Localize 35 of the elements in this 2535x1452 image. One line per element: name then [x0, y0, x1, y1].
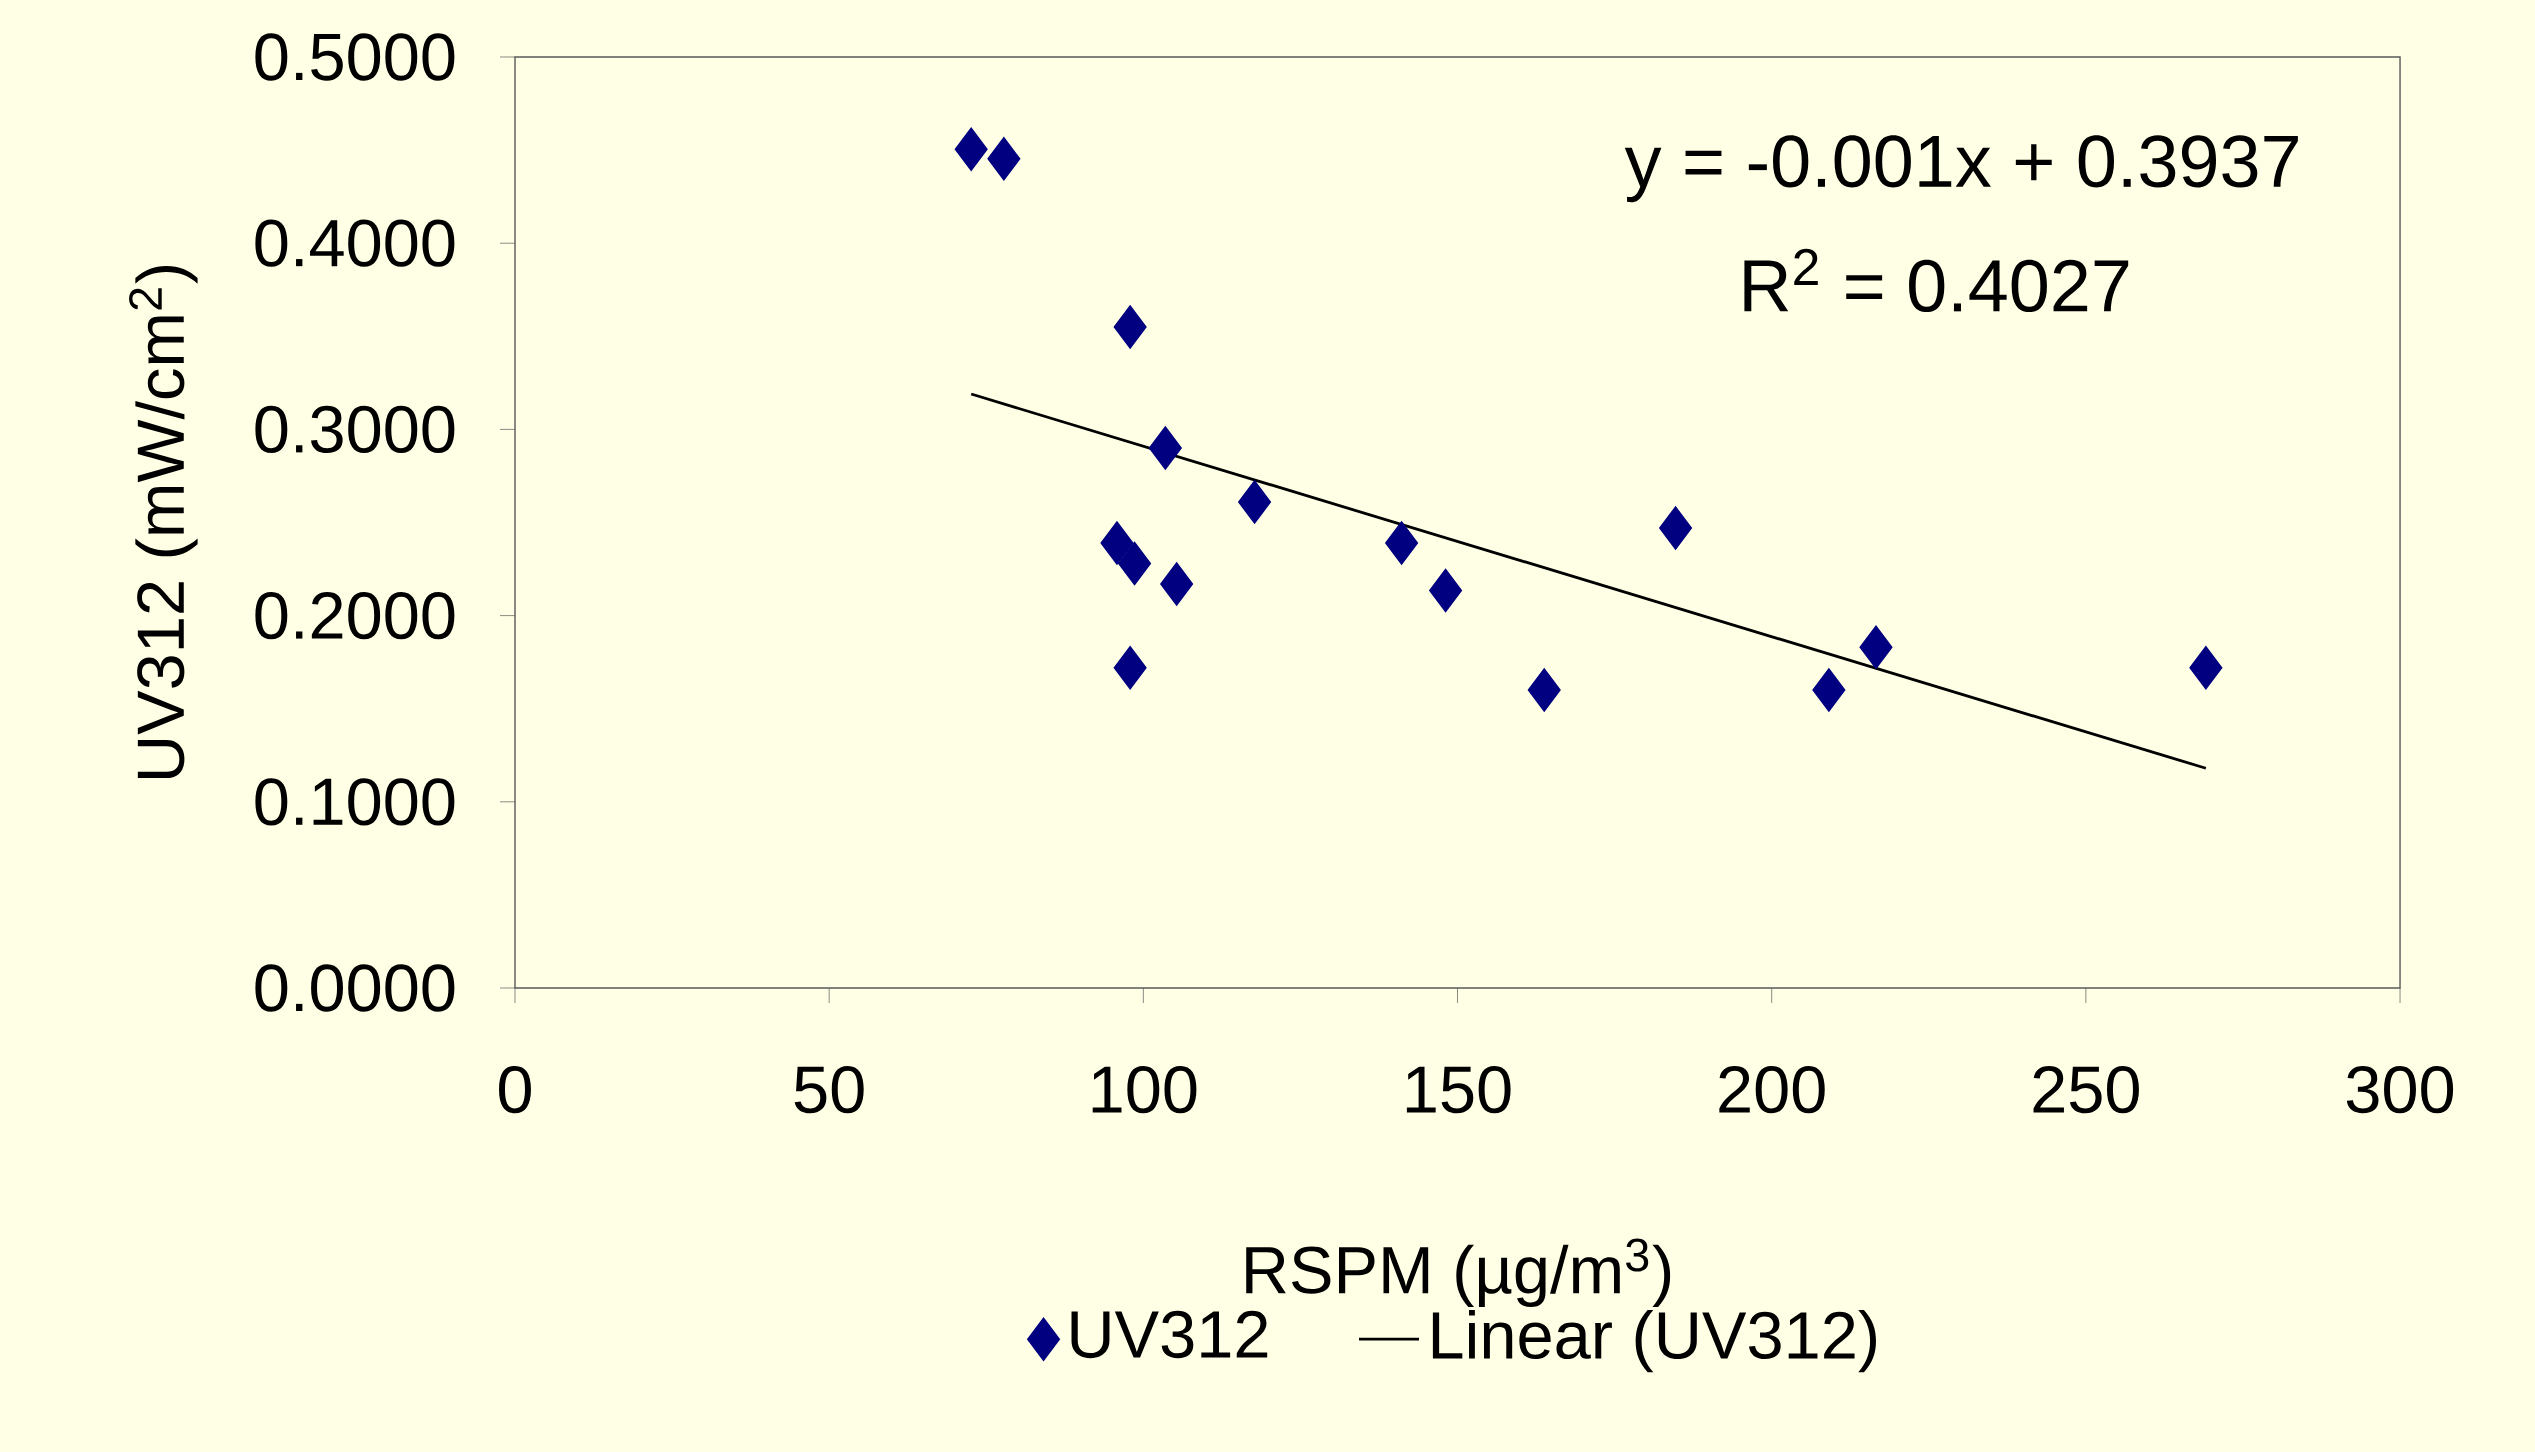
y-tick-label: 0.4000 [255, 219, 455, 267]
point [1113, 645, 1147, 690]
x-tick-label: 200 [1719, 1065, 1825, 1114]
point [1118, 541, 1152, 586]
point [1812, 668, 1846, 712]
annotation: y = -0.001x + 0.3937 [1624, 135, 2298, 203]
point [1429, 568, 1463, 613]
x-tick-label: 0 [499, 1065, 531, 1114]
point [987, 137, 1021, 181]
legend-label: UV312 [1071, 1310, 1268, 1359]
y-tick-label: 0.2000 [255, 591, 455, 640]
y-tick-label: 0.3000 [255, 405, 455, 454]
point [1160, 562, 1194, 606]
x-tick-label: 100 [1092, 1065, 1197, 1114]
x-tick-label: 250 [2033, 1065, 2139, 1114]
y-tick-label: 0.1000 [255, 778, 455, 826]
legend-label: Linear (UV312) [1432, 1309, 1876, 1373]
x-tick-label: 50 [794, 1065, 864, 1114]
point [1113, 305, 1147, 349]
annotation: R$^{2}$ = 0.4027 [1744, 248, 2129, 313]
point [1238, 480, 1272, 524]
x-axis-title: RSPM (µg/m$^{3}$) [1246, 1238, 1671, 1307]
point [1659, 506, 1693, 550]
point [2189, 645, 2223, 690]
y-tick-label: 0.5000 [255, 33, 455, 81]
point [1100, 521, 1134, 565]
point [1385, 521, 1419, 565]
point [1527, 668, 1561, 712]
y-axis-title: UV312 (mW/cm$^{2}$) [129, 266, 198, 778]
point [954, 127, 988, 171]
x-tick-label: 300 [2346, 1065, 2454, 1114]
point [1859, 625, 1893, 670]
y-tick-label: 0.0000 [255, 964, 455, 1012]
point [1148, 426, 1182, 470]
x-tick-label: 150 [1406, 1065, 1511, 1114]
